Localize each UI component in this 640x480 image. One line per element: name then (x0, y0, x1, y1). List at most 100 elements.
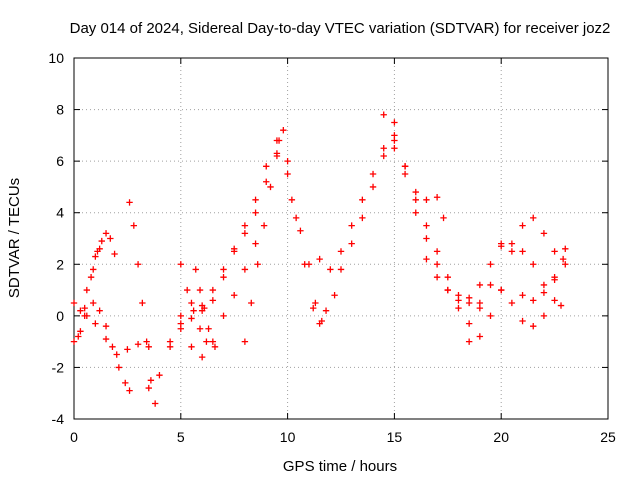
data-point (369, 170, 377, 178)
data-point (220, 312, 227, 320)
data-point (102, 230, 110, 237)
data-point (196, 325, 204, 332)
y-tick-label: -4 (52, 411, 65, 427)
chart-title: Day 014 of 2024, Sidereal Day-to-day VTE… (70, 20, 611, 37)
data-point (530, 214, 537, 222)
data-point (433, 194, 441, 201)
y-tick-label: 8 (56, 102, 64, 118)
data-point (401, 170, 409, 178)
series-sat-r (423, 240, 505, 304)
data-point (401, 163, 409, 170)
data-point (77, 328, 84, 335)
data-point (310, 304, 317, 312)
data-point (209, 338, 217, 345)
data-point (540, 281, 548, 289)
x-tick-label: 15 (387, 429, 403, 445)
y-tick-label: 0 (56, 308, 64, 324)
data-point (267, 183, 274, 191)
grid (74, 58, 608, 419)
data-point (508, 299, 516, 307)
data-point (465, 338, 473, 345)
data-point (184, 286, 191, 294)
y-tick-label: 6 (56, 153, 64, 169)
data-point (476, 281, 484, 289)
data-point (198, 353, 206, 361)
data-point (380, 111, 387, 118)
data-point (156, 371, 163, 379)
data-point (412, 188, 419, 196)
series-sat-h (177, 240, 259, 361)
data-point (231, 248, 238, 255)
series-sat-b (70, 299, 133, 394)
series-sat-f (145, 127, 287, 392)
data-point (557, 302, 565, 309)
data-point (241, 266, 249, 273)
data-point (205, 325, 212, 332)
data-point (241, 230, 249, 237)
data-point (130, 222, 138, 229)
axis-ticks (73, 57, 609, 420)
plot-frame (73, 57, 609, 420)
data-point (530, 297, 537, 304)
data-point (70, 338, 78, 345)
data-point (102, 322, 110, 330)
data-point (508, 240, 516, 247)
data-point (126, 387, 133, 394)
y-tick-label: 10 (48, 50, 64, 66)
data-point (231, 292, 238, 299)
data-point (252, 240, 259, 247)
series-sat-c (75, 245, 103, 340)
data-point (316, 255, 323, 263)
data-point (196, 286, 204, 294)
data-point (124, 346, 131, 353)
series-sat-g (166, 150, 291, 350)
data-point (190, 307, 197, 314)
data-point (220, 266, 227, 273)
data-point (111, 250, 118, 258)
y-tick-label: 4 (56, 205, 64, 221)
data-point (134, 261, 142, 268)
series-sat-u (498, 240, 569, 289)
data-point (508, 248, 516, 255)
data-point (359, 196, 366, 204)
data-point (305, 261, 313, 268)
data-point (433, 273, 441, 281)
data-point (498, 286, 505, 294)
series-sat-o (337, 137, 447, 273)
data-point (188, 343, 195, 350)
data-point (530, 261, 537, 268)
data-point (241, 222, 249, 229)
data-point (318, 317, 325, 325)
data-point (440, 214, 447, 222)
x-tick-label: 5 (177, 429, 185, 445)
data-point (455, 304, 462, 312)
data-point (519, 222, 526, 229)
data-point (260, 222, 268, 229)
data-point (455, 297, 462, 304)
x-tick-label: 0 (70, 429, 78, 445)
data-point (284, 170, 291, 178)
data-point (423, 235, 430, 242)
data-point (96, 245, 103, 253)
data-point (465, 294, 473, 302)
data-point (81, 312, 88, 320)
data-point (391, 119, 398, 126)
series-sat-l (275, 137, 338, 327)
data-point (487, 281, 494, 289)
data-point (90, 266, 97, 273)
data-point (192, 266, 199, 273)
data-point (359, 214, 366, 222)
x-tick-label: 25 (600, 429, 616, 445)
data-point (423, 255, 430, 263)
data-point (241, 338, 249, 345)
data-point (252, 209, 259, 216)
data-point (369, 183, 377, 191)
data-point (83, 286, 91, 294)
data-point (115, 364, 123, 371)
data-point (147, 377, 155, 384)
x-tick-label: 20 (493, 429, 509, 445)
series-sat-i (192, 266, 219, 350)
data-point (322, 307, 330, 314)
data-point (433, 261, 441, 268)
series-sat-k (241, 152, 281, 345)
